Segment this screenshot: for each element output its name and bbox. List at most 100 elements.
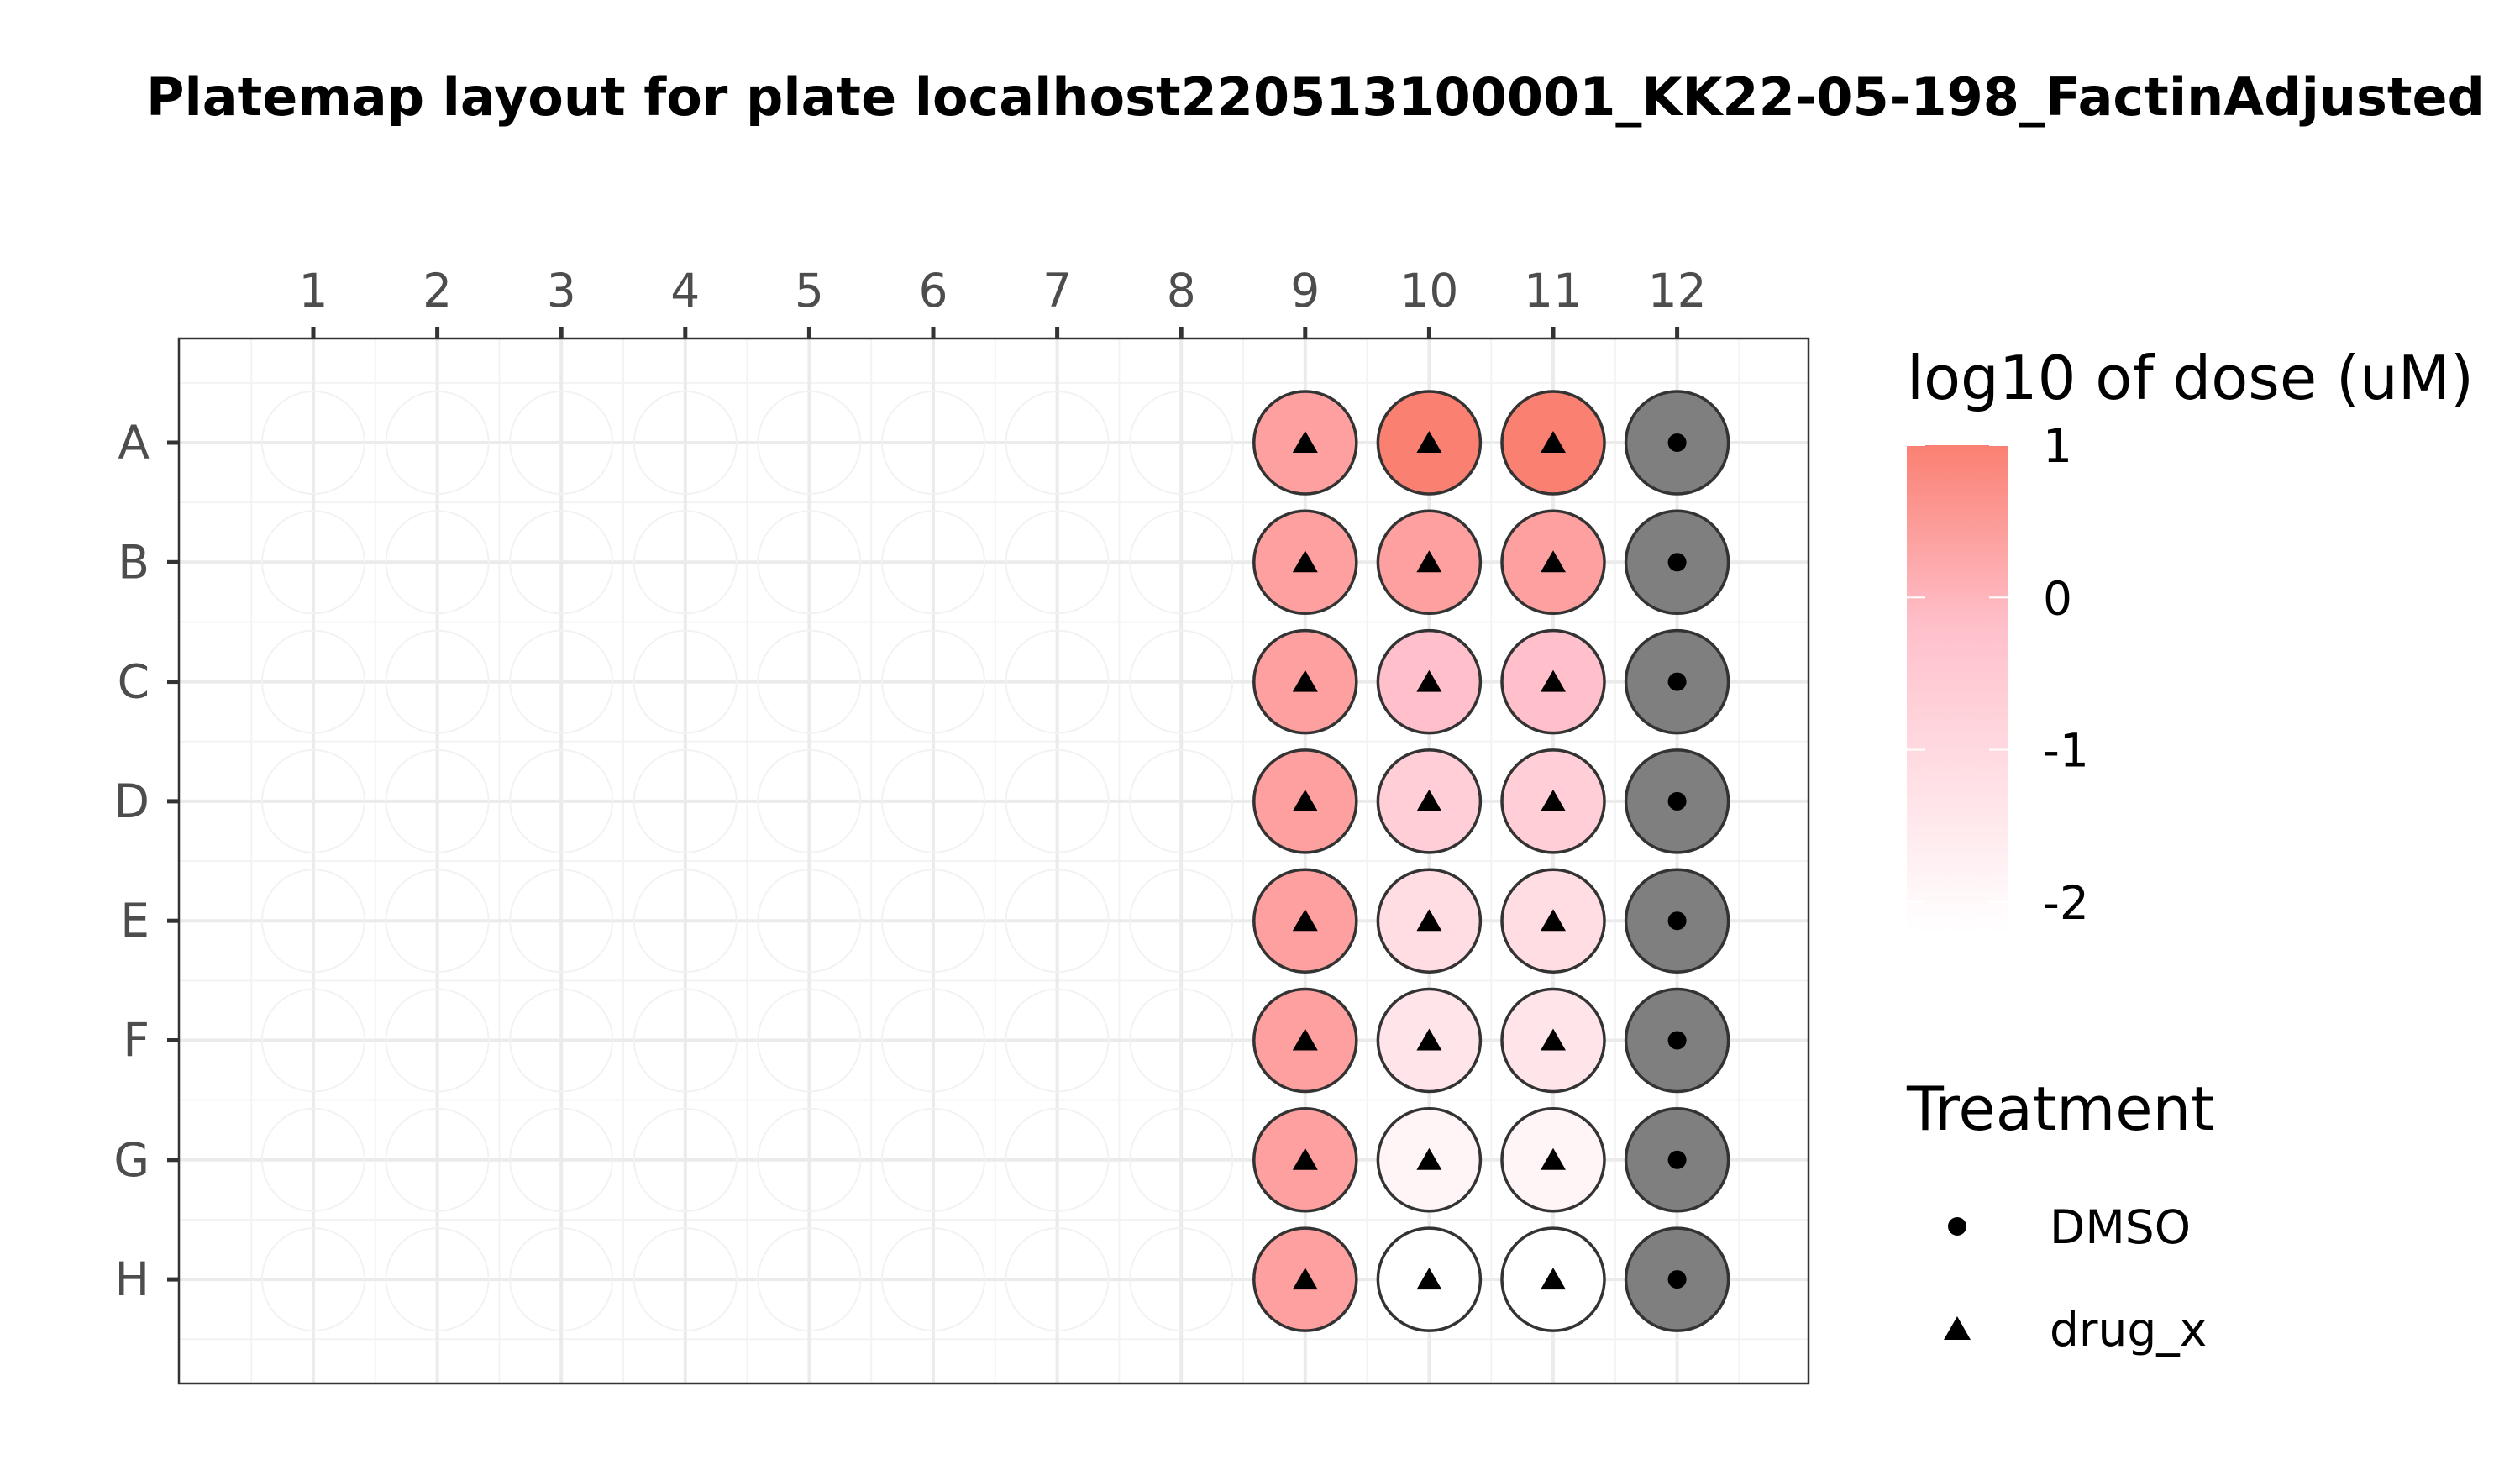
empty-well-outline	[757, 1107, 862, 1212]
column-tick-label: 5	[795, 264, 824, 318]
empty-well-outline	[385, 1107, 490, 1212]
empty-well-outline	[1005, 510, 1110, 615]
column-tick-label: 3	[547, 264, 576, 318]
empty-well-outline	[633, 510, 738, 615]
empty-well-outline	[509, 988, 614, 1093]
column-tick-label: 1	[299, 264, 328, 318]
dmso-marker	[1667, 1031, 1687, 1050]
empty-well-outline	[1129, 1227, 1234, 1332]
empty-well-outline	[757, 510, 862, 615]
empty-well-outline	[509, 1227, 614, 1332]
empty-well-outline	[1005, 629, 1110, 734]
empty-well-outline	[261, 510, 365, 615]
colorbar-tick-label: -2	[2043, 876, 2089, 930]
dmso-marker	[1667, 433, 1687, 452]
empty-well-outline	[261, 869, 365, 974]
drug-x-marker	[1541, 1028, 1566, 1051]
empty-well-outline	[1129, 869, 1234, 974]
column-tick-label: 12	[1648, 264, 1707, 318]
drug-x-marker	[1416, 789, 1442, 811]
drug-x-marker	[1416, 1028, 1442, 1051]
row-tick-label: F	[123, 1014, 150, 1068]
legend-item-label: drug_x	[2050, 1303, 2207, 1357]
row-tick-label: B	[118, 535, 150, 589]
empty-well-outline	[1129, 510, 1234, 615]
dmso-marker	[1667, 791, 1687, 811]
empty-well-outline	[1129, 988, 1234, 1093]
empty-well-outline	[261, 988, 365, 1093]
drug-x-marker	[1541, 669, 1566, 692]
empty-well-outline	[757, 1227, 862, 1332]
legend-drug-x-marker	[1944, 1316, 1971, 1340]
row-axis: A B C D E F G H	[113, 416, 179, 1306]
empty-well-outline	[385, 391, 490, 495]
empty-well-outline	[633, 748, 738, 853]
colorbar-ticks: 1 0 -1 -2	[1907, 419, 2089, 930]
drug-x-marker	[1416, 909, 1442, 932]
column-tick-label: 6	[919, 264, 948, 318]
dmso-marker	[1667, 672, 1687, 691]
column-tick-label: 8	[1167, 264, 1196, 318]
plate-wells	[1252, 390, 1730, 1332]
dmso-marker	[1667, 1150, 1687, 1169]
drug-x-marker	[1292, 550, 1318, 573]
empty-well-outline	[881, 510, 985, 615]
empty-well-outline	[509, 629, 614, 734]
empty-well-outline	[881, 988, 985, 1093]
empty-well-outline	[509, 1107, 614, 1212]
drug-x-marker	[1292, 431, 1318, 453]
panel-grid	[179, 339, 1809, 1383]
empty-well-outline	[881, 748, 985, 853]
row-tick-label: G	[113, 1133, 150, 1187]
empty-well-outline	[385, 988, 490, 1093]
drug-x-marker	[1541, 550, 1566, 573]
empty-well-outline	[261, 1107, 365, 1212]
drug-x-marker	[1292, 1147, 1318, 1170]
empty-well-outline	[385, 510, 490, 615]
empty-well-outline	[1129, 1107, 1234, 1212]
drug-x-marker	[1541, 431, 1566, 453]
empty-well-outline	[261, 748, 365, 853]
row-tick-label: A	[118, 416, 150, 470]
treatment-shape-legend: Treatment DMSO drug_x	[1906, 1074, 2214, 1357]
empty-well-outline	[509, 748, 614, 853]
drug-x-marker	[1541, 789, 1566, 811]
legend-dmso-marker	[1948, 1217, 1966, 1236]
empty-well-outline	[881, 629, 985, 734]
drug-x-marker	[1292, 909, 1318, 932]
treatment-legend-items: DMSO drug_x	[1944, 1200, 2207, 1357]
empty-well-outline	[633, 869, 738, 974]
empty-well-outline	[261, 391, 365, 495]
column-tick-label: 7	[1042, 264, 1072, 318]
empty-well-outline	[633, 988, 738, 1093]
colorbar-tick-label: 0	[2043, 571, 2072, 625]
empty-well-outline	[385, 869, 490, 974]
drug-x-marker	[1416, 1147, 1442, 1170]
empty-well-outline	[881, 391, 985, 495]
drug-x-marker	[1541, 909, 1566, 932]
empty-well-outline	[633, 1227, 738, 1332]
colorbar-title: log10 of dose (uM)	[1907, 343, 2474, 413]
empty-well-outline	[509, 869, 614, 974]
empty-well-outline	[509, 391, 614, 495]
empty-well-outline	[1005, 1107, 1110, 1212]
empty-well-outline	[881, 869, 985, 974]
drug-x-marker	[1541, 1268, 1566, 1290]
empty-well-outline	[1005, 988, 1110, 1093]
empty-well-outline	[385, 1227, 490, 1332]
empty-well-outline	[1005, 391, 1110, 495]
legend-item-label: DMSO	[2050, 1200, 2191, 1254]
empty-well-outline	[1005, 869, 1110, 974]
colorbar-gradient	[1907, 445, 2008, 932]
drug-x-marker	[1416, 431, 1442, 453]
chart-title: Platemap layout for plate localhost22051…	[146, 66, 2485, 128]
dmso-marker	[1667, 553, 1687, 572]
drug-x-marker	[1416, 669, 1442, 692]
empty-well-outline	[509, 510, 614, 615]
drug-x-marker	[1292, 1028, 1318, 1051]
colorbar-tick-label: 1	[2043, 419, 2072, 473]
drug-x-marker	[1541, 1147, 1566, 1170]
dmso-marker	[1667, 911, 1687, 931]
column-tick-label: 10	[1399, 264, 1458, 318]
